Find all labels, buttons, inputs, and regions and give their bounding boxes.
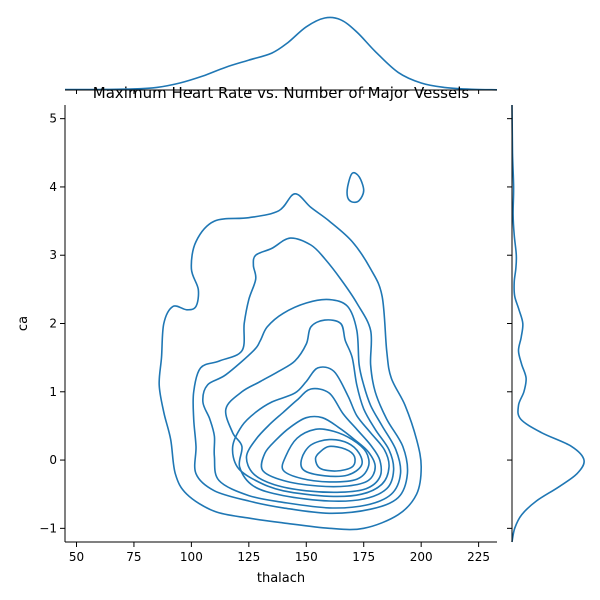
contour-level-5 — [231, 366, 390, 498]
contour-level-7 — [260, 415, 377, 488]
contour-level-8 — [281, 428, 370, 483]
x-tick-label: 225 — [467, 550, 490, 564]
x-tick-label: 150 — [295, 550, 318, 564]
contour-level-6 — [245, 387, 383, 494]
marginal-x-curve — [64, 16, 498, 91]
top-marginal-kde — [64, 16, 498, 94]
y-tick-label: −1 — [39, 521, 57, 535]
y-tick-label: 1 — [49, 385, 57, 399]
y-tick-label: 5 — [49, 112, 57, 126]
x-tick-label: 125 — [237, 550, 260, 564]
contour-level-9 — [300, 438, 363, 478]
marginal-y-curve — [511, 104, 585, 543]
x-tick-label: 175 — [352, 550, 375, 564]
x-axis-label: thalach — [257, 571, 305, 586]
contour-level-4 — [224, 319, 395, 503]
y-tick-label: 4 — [49, 180, 57, 194]
contour-level-1 — [158, 193, 423, 531]
kde-contours — [158, 171, 423, 531]
main-axes: 50 75 100 125 150 175 200 225 −1 0 1 2 3 4 5 — [39, 105, 497, 564]
x-tick-label: 75 — [126, 550, 141, 564]
x-tick-label: 50 — [69, 550, 84, 564]
contour-level-10 — [314, 445, 356, 472]
contour-level-2 — [192, 237, 409, 515]
contour-level-11 — [346, 171, 365, 204]
contour-level-3 — [202, 298, 402, 509]
y-axis-label: ca — [16, 316, 31, 331]
x-tick-label: 100 — [180, 550, 203, 564]
y-tick-label: 2 — [49, 317, 57, 331]
y-tick-label: 3 — [49, 248, 57, 262]
chart-title: Maximum Heart Rate vs. Number of Major V… — [93, 84, 470, 102]
x-tick-label: 200 — [410, 550, 433, 564]
y-tick-label: 0 — [49, 453, 57, 467]
right-marginal-kde — [507, 104, 585, 543]
